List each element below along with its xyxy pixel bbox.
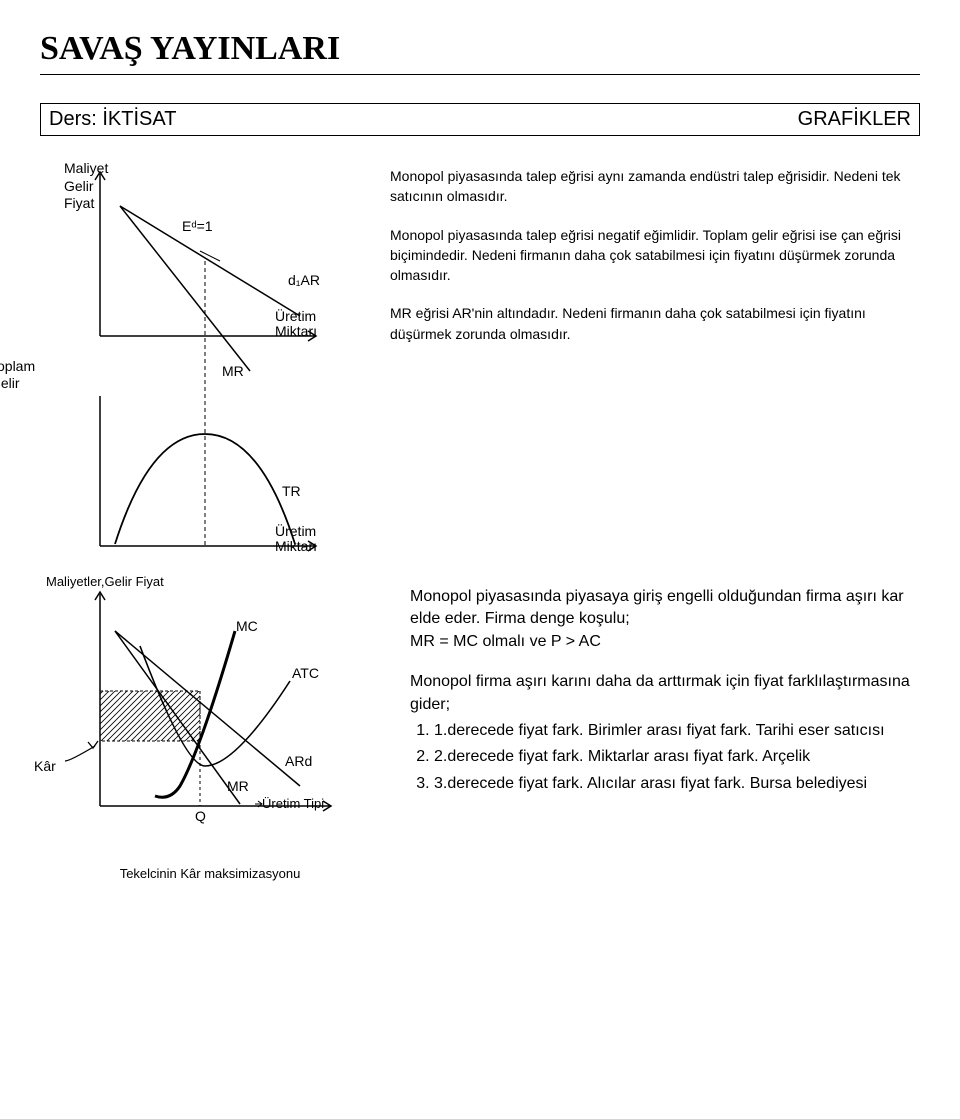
- uretim-label-2: Üretim: [275, 522, 316, 539]
- subject-bar: Ders: İKTİSAT GRAFİKLER: [40, 103, 920, 136]
- p2-1-text: Monopol piyasasında piyasaya giriş engel…: [410, 588, 904, 627]
- list-item: 2.derecede fiyat fark. Miktarlar arası f…: [434, 746, 920, 768]
- y-label-line: Maliyet: [64, 160, 108, 176]
- title-underline: [40, 74, 920, 75]
- para2-1: Monopol piyasasında piyasaya giriş engel…: [410, 586, 920, 653]
- subject-right: GRAFİKLER: [798, 108, 911, 131]
- para-3: MR eğrisi AR'nin altındadır. Nedeni firm…: [390, 303, 920, 344]
- para-2: Monopol piyasasında talep eğrisi negatif…: [390, 225, 920, 286]
- para-1: Monopol piyasasında talep eğrisi aynı za…: [390, 166, 920, 207]
- mr-label-1: MR: [222, 363, 244, 379]
- toplam-line: Toplam: [0, 358, 35, 374]
- chart2-caption: Tekelcinin Kâr maksimizasyonu: [40, 866, 380, 881]
- ed-label: Eᵈ=1: [182, 218, 213, 234]
- text-column-1: Monopol piyasasında talep eğrisi aynı za…: [390, 166, 920, 362]
- subject-left: Ders: İKTİSAT: [49, 108, 176, 131]
- mr-label-2: MR: [227, 778, 249, 794]
- miktari-label-1: Miktarı: [275, 323, 317, 339]
- list-item: 3.derecede fiyat fark. Alıcılar arası fi…: [434, 773, 920, 795]
- uretim-label-1: Üretim: [275, 307, 316, 324]
- chart1-wrap: Maliyet Gelir Fiyat Toplam Gelir: [40, 166, 360, 566]
- q-label: Q: [195, 808, 206, 824]
- section-1: Maliyet Gelir Fiyat Toplam Gelir: [40, 166, 920, 566]
- d1ar-label: d₁AR: [288, 272, 320, 288]
- kar-label: Kâr: [34, 758, 56, 774]
- chart2-svg: MC ATC ARd MR Q Üretim Tipi: [40, 586, 380, 866]
- page-title: SAVAŞ YAYINLARI: [40, 30, 920, 68]
- y-label-line: Fiyat: [64, 195, 94, 211]
- gelir-line: Gelir: [0, 375, 20, 391]
- toplam-gelir-label: Toplam Gelir: [0, 358, 35, 392]
- price-discrimination-list: 1.derecede fiyat fark. Birimler arası fi…: [434, 720, 920, 795]
- ard-label: ARd: [285, 753, 312, 769]
- p2-1-eq: MR = MC olmalı ve P > AC: [410, 633, 601, 650]
- y-label-line: Gelir: [64, 178, 94, 194]
- para2-2: Monopol firma aşırı karını daha da arttı…: [410, 671, 920, 716]
- atc-label: ATC: [292, 665, 319, 681]
- mc-label: MC: [236, 618, 258, 634]
- miktari-label-2: Miktarı: [275, 538, 317, 554]
- list-item: 1.derecede fiyat fark. Birimler arası fi…: [434, 720, 920, 742]
- tr-label: TR: [282, 483, 301, 499]
- chart-column-2: Maliyetler,Gelir Fiyat Kâr: [40, 586, 380, 881]
- text-column-2: Monopol piyasasında piyasaya giriş engel…: [410, 586, 920, 799]
- uretim-tipi-label: Üretim Tipi: [262, 796, 324, 811]
- chart1-y-label: Maliyet Gelir Fiyat: [64, 160, 108, 213]
- chart1-svg: Eᵈ=1 d₁AR Üretim Miktarı MR TR Üretim Mi…: [40, 166, 360, 566]
- section-2: Maliyetler,Gelir Fiyat Kâr: [40, 586, 920, 881]
- chart2-y-label: Maliyetler,Gelir Fiyat: [46, 574, 164, 589]
- chart-column-1: Maliyet Gelir Fiyat Toplam Gelir: [40, 166, 360, 566]
